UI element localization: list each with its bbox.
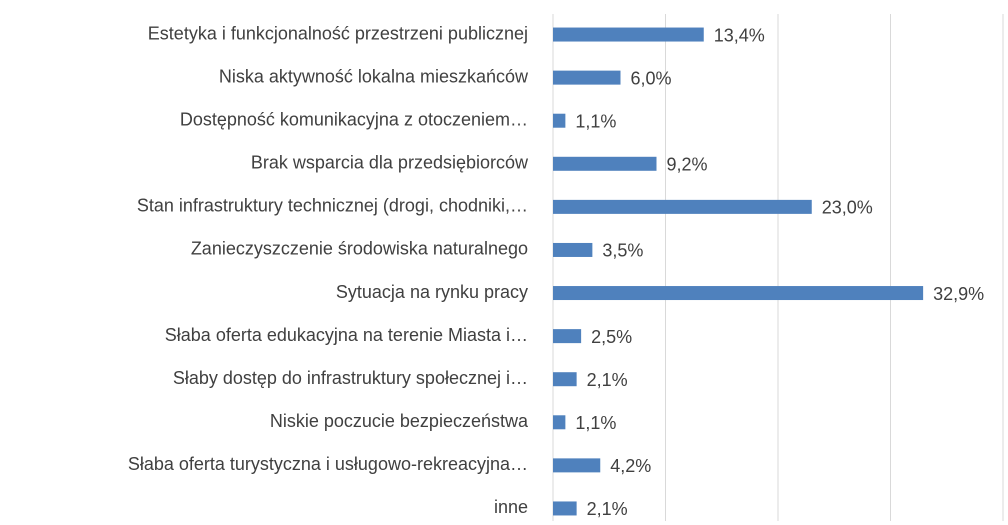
bar xyxy=(553,458,601,473)
bar xyxy=(553,70,621,85)
bar xyxy=(553,156,657,171)
value-label: 1,1% xyxy=(575,413,616,433)
y-tick-label: Brak wsparcia dla przedsiębiorców xyxy=(251,153,529,173)
y-tick-label: Słaba oferta edukacyjna na terenie Miast… xyxy=(165,325,528,345)
value-label: 32,9% xyxy=(933,284,984,304)
value-label: 13,4% xyxy=(714,25,765,45)
y-tick-label: Słaba oferta turystyczna i usługowo-rekr… xyxy=(128,454,528,474)
bar xyxy=(553,113,566,128)
bar xyxy=(553,27,704,42)
y-tick-label: Estetyka i funkcjonalność przestrzeni pu… xyxy=(148,23,528,43)
bar xyxy=(553,242,593,257)
bar xyxy=(553,501,577,516)
value-label: 6,0% xyxy=(631,68,672,88)
value-label: 3,5% xyxy=(602,241,643,261)
bar xyxy=(553,415,566,430)
y-tick-label: Słaby dostęp do infrastruktury społeczne… xyxy=(173,368,528,388)
bar xyxy=(553,199,812,214)
value-label: 2,1% xyxy=(587,370,628,390)
y-tick-label: Stan infrastruktury technicznej (drogi, … xyxy=(137,196,528,216)
y-tick-label: Zanieczyszczenie środowiska naturalnego xyxy=(191,239,528,259)
value-label: 2,1% xyxy=(587,499,628,519)
value-label: 2,5% xyxy=(591,327,632,347)
bar xyxy=(553,329,582,344)
value-label: 4,2% xyxy=(610,456,651,476)
value-label: 23,0% xyxy=(822,198,873,218)
y-tick-label: Dostępność komunikacyjna z otoczeniem… xyxy=(180,109,528,129)
y-tick-label: Niskie poczucie bezpieczeństwa xyxy=(270,411,529,431)
y-tick-label: inne xyxy=(494,497,528,517)
bar xyxy=(553,286,924,301)
bar xyxy=(553,372,577,387)
value-label: 9,2% xyxy=(667,155,708,175)
y-tick-label: Niska aktywność lokalna mieszkańców xyxy=(219,66,529,86)
y-tick-label: Sytuacja na rynku pracy xyxy=(336,282,528,302)
value-label: 1,1% xyxy=(575,111,616,131)
